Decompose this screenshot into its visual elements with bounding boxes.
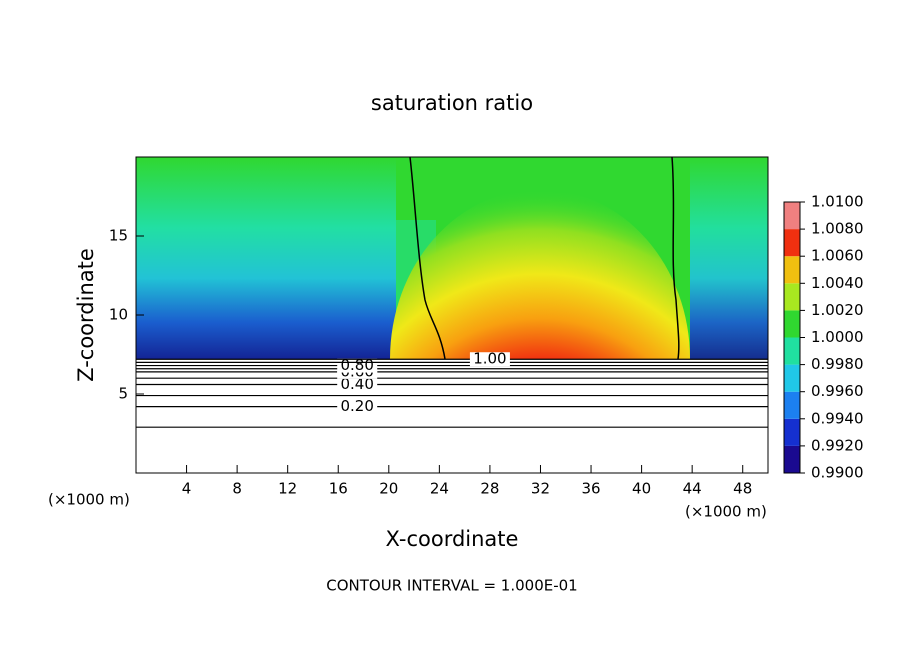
colorbar-tick-label: 1.0100 — [811, 193, 864, 211]
colorbar-band — [784, 337, 800, 365]
colorbar-tick-label: 1.0060 — [811, 247, 864, 265]
colorbar-tick-label: 0.9940 — [811, 409, 864, 427]
x-tick-label: 44 — [683, 480, 702, 498]
contour-label-bg — [337, 399, 378, 414]
colorbar-band — [784, 256, 800, 284]
colorbar-band — [784, 364, 800, 392]
contour-label: 0.20 — [340, 397, 373, 415]
colorbar-tick-label: 1.0040 — [811, 274, 864, 292]
field — [136, 157, 768, 359]
y-tick-label: 5 — [118, 385, 128, 403]
x-axis-label: X-coordinate — [386, 527, 519, 551]
x-tick-label: 16 — [329, 480, 348, 498]
colorbar-tick-label: 0.9920 — [811, 436, 864, 454]
chart-title: saturation ratio — [371, 91, 533, 115]
x-tick-label: 12 — [278, 480, 297, 498]
contour-label: 0.80 — [340, 356, 373, 374]
y-tick-label: 15 — [109, 227, 128, 245]
colorbar-tick-label: 1.0080 — [811, 220, 864, 238]
colorbar-band — [784, 283, 800, 311]
colorbar-tick-label: 1.0000 — [811, 328, 864, 346]
colorbar-band — [784, 418, 800, 446]
x-tick-label: 24 — [430, 480, 449, 498]
colorbar-tick-label: 0.9900 — [811, 464, 864, 482]
colorbar-band — [784, 202, 800, 230]
x-unit: (×1000 m) — [48, 491, 130, 509]
colorbar-tick-label: 1.0020 — [811, 301, 864, 319]
x-tick-label: 20 — [379, 480, 398, 498]
colorbar-tick-label: 0.9960 — [811, 382, 864, 400]
x-tick-label: 36 — [581, 480, 600, 498]
footer: CONTOUR INTERVAL = 1.000E-01 — [326, 577, 577, 595]
y-axis-label: Z-coordinate — [74, 248, 98, 382]
x-tick-label: 48 — [733, 480, 752, 498]
colorbar-band — [784, 229, 800, 257]
colorbar-band — [784, 310, 800, 338]
x-unit: (×1000 m) — [685, 503, 767, 521]
x-tick-label: 32 — [531, 480, 550, 498]
y-tick-label: 10 — [109, 306, 128, 324]
contour-label-bg — [337, 377, 378, 392]
contour-label-bg — [469, 352, 510, 367]
contour-label: 1.00 — [473, 350, 506, 368]
colorbar-band — [784, 445, 800, 473]
colorbar-band — [784, 391, 800, 419]
contour-label: 0.40 — [340, 375, 373, 393]
colorbar-tick-label: 0.9980 — [811, 355, 864, 373]
x-tick-label: 40 — [632, 480, 651, 498]
x-tick-label: 4 — [182, 480, 192, 498]
x-tick-label: 8 — [232, 480, 242, 498]
x-tick-label: 28 — [480, 480, 499, 498]
